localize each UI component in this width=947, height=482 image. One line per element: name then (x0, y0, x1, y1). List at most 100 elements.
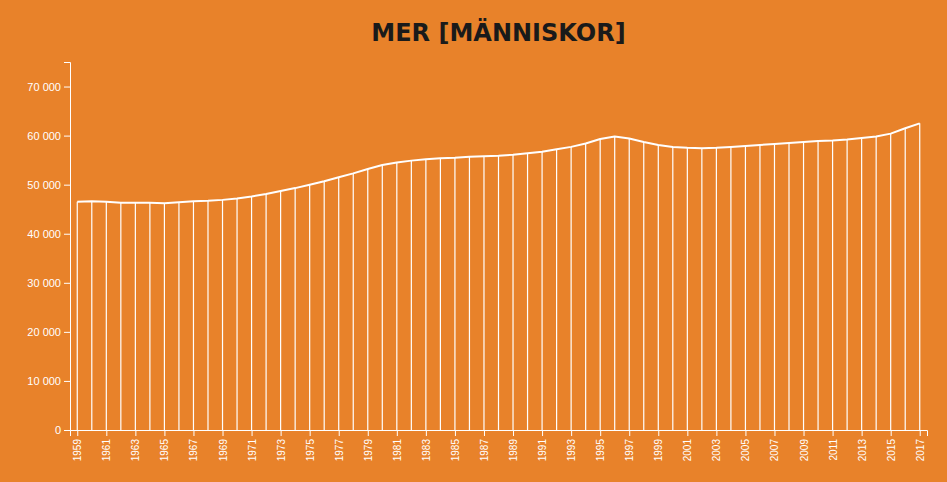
y-tick-mark (64, 185, 70, 186)
stem (367, 169, 368, 430)
stem (571, 147, 572, 430)
x-tick: 1969 (218, 430, 229, 461)
stem (527, 153, 528, 430)
x-tick: 1979 (363, 430, 374, 461)
y-tick-mark (64, 430, 70, 431)
x-tick: 2003 (711, 430, 722, 461)
x-tick-label: 1979 (363, 439, 374, 462)
x-tick-mark (135, 430, 136, 436)
x-tick-mark (426, 430, 427, 436)
x-tick: 1985 (450, 430, 461, 461)
stem (759, 145, 760, 430)
y-tick: 40 000 (27, 228, 70, 240)
x-tick-label: 1993 (566, 439, 577, 462)
stem (832, 141, 833, 430)
stem (716, 148, 717, 430)
stem (745, 146, 746, 430)
stem (730, 147, 731, 430)
x-tick-label: 2015 (886, 439, 897, 462)
stem (817, 141, 818, 430)
x-tick-label: 2005 (740, 439, 751, 462)
x-tick: 1999 (653, 430, 664, 461)
y-tick-label: 10 000 (27, 375, 61, 387)
stem (164, 203, 165, 430)
x-tick: 1995 (595, 430, 606, 461)
x-tick-label: 1965 (159, 439, 170, 462)
stem (847, 140, 848, 430)
top-line (77, 123, 919, 203)
x-tick-mark (745, 430, 746, 436)
x-tick: 1963 (130, 430, 141, 461)
stem (324, 181, 325, 430)
x-tick-mark (252, 430, 253, 436)
stem (614, 137, 615, 430)
x-tick-mark (571, 430, 572, 436)
stem (701, 148, 702, 430)
stem (222, 200, 223, 430)
stem (353, 173, 354, 430)
y-tick-label: 70 000 (27, 81, 61, 93)
stem (193, 201, 194, 430)
x-tick-label: 1999 (653, 439, 664, 462)
stem (280, 191, 281, 430)
stem (876, 137, 877, 430)
x-tick: 1993 (566, 430, 577, 461)
x-tick: 1961 (101, 430, 112, 461)
x-tick-label: 1985 (450, 439, 461, 462)
stem (600, 139, 601, 430)
x-tick-label: 1973 (276, 439, 287, 462)
x-tick-label: 1995 (595, 439, 606, 462)
x-tick-label: 2007 (769, 439, 780, 462)
y-tick-label: 40 000 (27, 228, 61, 240)
stem (396, 163, 397, 430)
x-tick-label: 2017 (915, 439, 926, 462)
x-tick-label: 2011 (828, 439, 839, 461)
x-tick: 2001 (682, 430, 693, 461)
x-tick: 2015 (886, 430, 897, 461)
x-tick: 1987 (479, 430, 490, 461)
x-tick: 2009 (799, 430, 810, 461)
y-tick: 50 000 (27, 179, 70, 191)
x-tick-mark (484, 430, 485, 436)
x-tick-mark (193, 430, 194, 436)
y-tick-mark (64, 283, 70, 284)
x-tick-mark (862, 430, 863, 436)
x-tick-mark (658, 430, 659, 436)
y-tick: 30 000 (27, 277, 70, 289)
y-tick: 20 000 (27, 326, 70, 338)
stem (774, 144, 775, 430)
x-tick-mark (629, 430, 630, 436)
stem (265, 194, 266, 430)
x-tick: 1973 (276, 430, 287, 461)
x-axis: 1959196119631965196719691971197319751977… (71, 430, 928, 461)
y-tick-mark (64, 381, 70, 382)
stem (483, 156, 484, 430)
x-tick: 2013 (857, 430, 868, 461)
x-tick-mark (891, 430, 892, 436)
y-tick: 60 000 (27, 130, 70, 142)
x-tick: 1977 (334, 430, 345, 461)
stem (295, 188, 296, 430)
stem (440, 158, 441, 430)
stem (643, 142, 644, 430)
x-tick-label: 1989 (508, 439, 519, 462)
x-tick-label: 2013 (857, 439, 868, 462)
stem (120, 203, 121, 430)
x-tick-mark (513, 430, 514, 436)
title: MER [MÄNNISKOR] (371, 18, 625, 47)
x-tick-mark (833, 430, 834, 436)
stem (803, 142, 804, 430)
x-tick: 2011 (828, 430, 839, 461)
x-tick: 2017 (915, 430, 926, 461)
stem (91, 201, 92, 430)
y-tick-label: 0 (55, 424, 61, 436)
marks (77, 123, 919, 430)
stem (890, 134, 891, 430)
x-tick: 1959 (72, 430, 83, 461)
y-tick: 0 (55, 424, 70, 436)
stem (905, 128, 906, 430)
x-tick-label: 2009 (799, 439, 810, 462)
stem (512, 155, 513, 430)
stem (454, 158, 455, 430)
x-tick: 1981 (392, 430, 403, 461)
